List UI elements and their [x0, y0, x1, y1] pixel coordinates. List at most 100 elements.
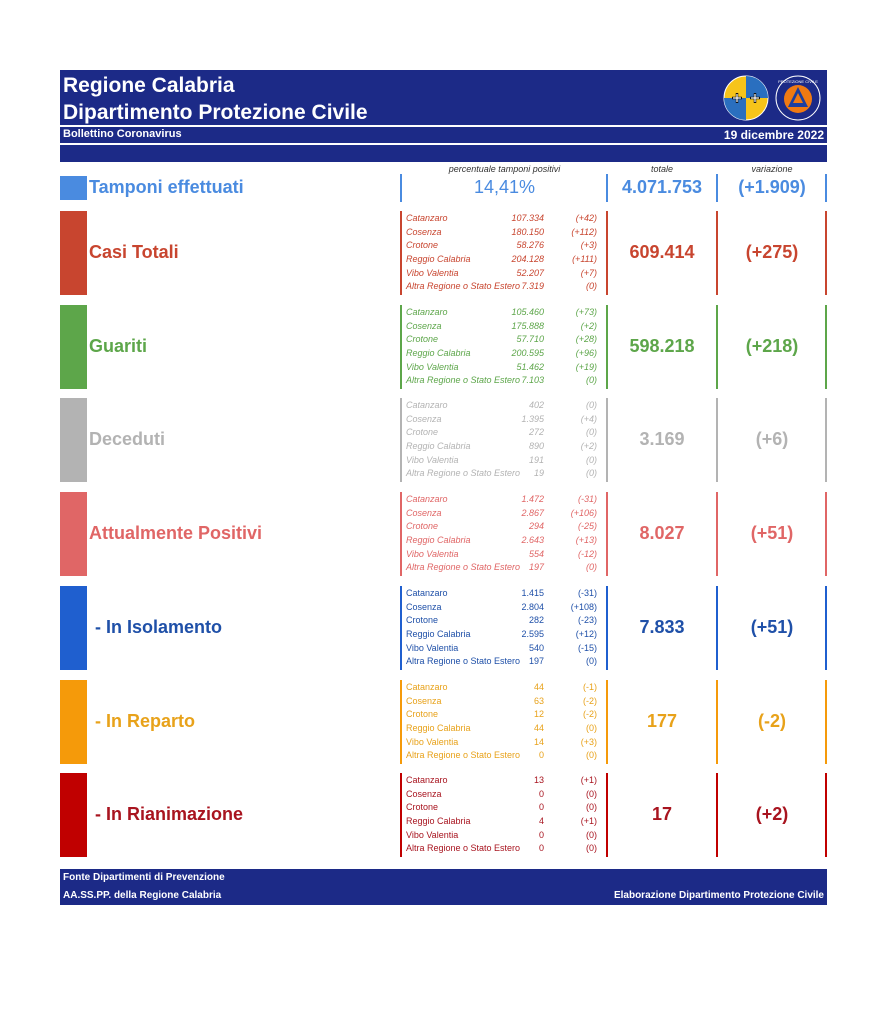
- province-row: Crotone 294 (-25): [406, 520, 602, 534]
- province-row: Cosenza 180.150 (+112): [406, 226, 602, 240]
- province-row: Catanzaro 402 (0): [406, 399, 602, 413]
- province-value: 7.319: [521, 281, 544, 292]
- section-variation: (+51): [750, 523, 794, 543]
- divider: [400, 680, 402, 764]
- region-title: Regione Calabria: [63, 74, 235, 97]
- divider: [606, 773, 608, 857]
- section-swatch: [60, 211, 87, 295]
- section-total: 7.833: [639, 617, 685, 637]
- province-delta: (+7): [580, 267, 597, 278]
- province-row: Reggio Calabria 200.595 (+96): [406, 347, 602, 361]
- province-row: Vibo Valentia 52.207 (+7): [406, 267, 602, 281]
- province-delta: (0): [586, 375, 597, 386]
- province-name: Altra Regione o Stato Estero: [406, 843, 521, 854]
- province-name: Altra Regione o Stato Estero: [406, 375, 521, 386]
- province-name: Crotone: [406, 615, 439, 626]
- province-delta: (0): [586, 562, 597, 573]
- divider: [606, 398, 608, 482]
- divider: [716, 586, 718, 670]
- province-delta: (+2): [580, 441, 597, 452]
- province-row: Vibo Valentia 191 (0): [406, 454, 602, 468]
- province-value: 0: [538, 829, 544, 840]
- section-row: Deceduti Catanzaro 402 (0) Cosenza 1.395 (+4) C…: [60, 398, 827, 482]
- province-value: 7.103: [521, 375, 544, 386]
- province-delta: (0): [586, 788, 597, 799]
- province-breakdown: Catanzaro 1.415 (-31) Cosenza 2.804 (+108) Cro…: [406, 587, 602, 669]
- province-name: Cosenza: [406, 507, 442, 518]
- province-value: 200.595: [511, 348, 544, 359]
- section-variation: (+275): [745, 242, 799, 262]
- province-row: Reggio Calabria 204.128 (+111): [406, 253, 602, 267]
- province-delta: (0): [586, 829, 597, 840]
- province-name: Catanzaro: [406, 775, 448, 785]
- province-row: Catanzaro 105.460 (+73): [406, 306, 602, 320]
- province-value: 282: [528, 615, 544, 626]
- province-row: Cosenza 2.804 (+108): [406, 601, 602, 615]
- province-delta: (0): [586, 656, 597, 667]
- divider: [606, 211, 608, 295]
- divider: [825, 305, 827, 389]
- tamponi-variation: (+1.909): [738, 177, 806, 197]
- province-value: 2.867: [521, 507, 544, 518]
- section-label: Deceduti: [89, 429, 166, 449]
- province-row: Altra Regione o Stato Estero 197 (0): [406, 561, 602, 575]
- province-delta: (+73): [575, 307, 597, 317]
- section-total: 3.169: [639, 429, 685, 449]
- province-name: Altra Regione o Stato Estero: [406, 656, 521, 667]
- section-row: - In Rianimazione Catanzaro 13 (+1) Cosenza 0…: [60, 773, 827, 857]
- province-row: Cosenza 63 (-2): [406, 695, 602, 709]
- section-total: 609.414: [629, 242, 695, 262]
- section-variation: (+2): [755, 804, 789, 824]
- province-row: Vibo Valentia 554 (-12): [406, 548, 602, 562]
- province-value: 13: [533, 775, 544, 785]
- divider: [400, 773, 402, 857]
- header-divider: [60, 125, 827, 127]
- province-name: Catanzaro: [406, 400, 448, 410]
- province-value: 1.415: [521, 588, 544, 598]
- section-label: - In Isolamento: [95, 617, 223, 637]
- province-name: Reggio Calabria: [406, 348, 471, 359]
- province-value: 0: [538, 843, 544, 854]
- logo-pc-text: PROTEZIONE CIVILE: [778, 79, 818, 84]
- province-row: Catanzaro 1.415 (-31): [406, 587, 602, 601]
- section-total: 598.218: [629, 336, 695, 356]
- province-delta: (+106): [570, 507, 597, 518]
- section-total: 17: [651, 804, 673, 824]
- province-delta: (0): [586, 281, 597, 292]
- province-name: Reggio Calabria: [406, 535, 471, 546]
- province-name: Cosenza: [406, 788, 442, 799]
- province-value: 402: [528, 400, 544, 410]
- province-name: Vibo Valentia: [406, 454, 459, 465]
- section-total: 177: [646, 711, 678, 731]
- province-name: Crotone: [406, 521, 439, 532]
- province-name: Cosenza: [406, 320, 442, 331]
- logos: PROTEZIONE CIVILE: [723, 75, 823, 121]
- province-value: 197: [528, 656, 544, 667]
- province-row: Reggio Calabria 44 (0): [406, 722, 602, 736]
- section-swatch: [60, 773, 87, 857]
- province-value: 1.395: [521, 413, 544, 424]
- divider: [716, 773, 718, 857]
- province-name: Vibo Valentia: [406, 736, 459, 747]
- total-column-header: totale: [650, 164, 674, 174]
- section-variation: (+218): [745, 336, 799, 356]
- province-delta: (+13): [575, 535, 597, 546]
- divider: [400, 492, 402, 576]
- province-name: Altra Regione o Stato Estero: [406, 281, 521, 292]
- province-name: Crotone: [406, 240, 439, 251]
- province-delta: (+19): [575, 361, 597, 372]
- province-row: Altra Regione o Stato Estero 0 (0): [406, 842, 602, 856]
- province-name: Catanzaro: [406, 307, 448, 317]
- divider: [716, 174, 718, 202]
- province-value: 4: [538, 816, 544, 827]
- divider: [825, 773, 827, 857]
- section-row: Casi Totali Catanzaro 107.334 (+42) Cosenza 1…: [60, 211, 827, 295]
- province-breakdown: Catanzaro 107.334 (+42) Cosenza 180.150 (+112…: [406, 212, 602, 294]
- province-row: Reggio Calabria 4 (+1): [406, 815, 602, 829]
- province-value: 554: [528, 548, 544, 559]
- province-breakdown: Catanzaro 402 (0) Cosenza 1.395 (+4) Crotone 27…: [406, 399, 602, 481]
- divider: [400, 305, 402, 389]
- divider: [825, 174, 827, 202]
- province-value: 63: [533, 695, 544, 706]
- province-breakdown: Catanzaro 1.472 (-31) Cosenza 2.867 (+106) Cro…: [406, 493, 602, 575]
